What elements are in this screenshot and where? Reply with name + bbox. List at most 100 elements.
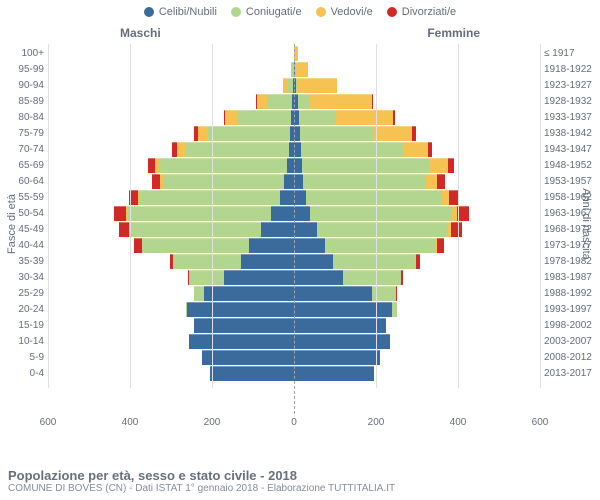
bar-segment <box>194 286 204 301</box>
bar-segment <box>325 238 436 253</box>
birth-tick: 1943-1947 <box>540 145 596 155</box>
legend-dot <box>144 7 154 17</box>
age-tick: 5-9 <box>6 353 48 363</box>
gridline <box>376 44 377 388</box>
population-pyramid: Maschi Femmine Fasce di età Anni di nasc… <box>0 18 600 438</box>
age-tick: 60-64 <box>6 177 48 187</box>
age-tick: 35-39 <box>6 257 48 267</box>
bar-segment <box>210 366 294 381</box>
birth-tick: 1993-1997 <box>540 305 596 315</box>
bar-segment <box>194 318 294 333</box>
x-tick: 600 <box>532 417 549 428</box>
bar-row <box>48 206 294 221</box>
bar-segment <box>261 222 294 237</box>
birth-tick: 1953-1957 <box>540 177 596 187</box>
bar-row <box>48 286 294 301</box>
bar-row <box>48 94 294 109</box>
bar-row <box>48 78 294 93</box>
bar-row <box>48 270 294 285</box>
bar-row <box>48 158 294 173</box>
birth-tick: 1958-1962 <box>540 193 596 203</box>
bar-segment <box>119 222 129 237</box>
bar-segment <box>249 238 294 253</box>
x-tick: 200 <box>204 417 221 428</box>
bar-segment <box>437 174 444 189</box>
bar-segment <box>208 126 290 141</box>
legend-item: Coniugati/e <box>231 6 302 18</box>
bar-segment <box>451 222 462 237</box>
age-tick: 70-74 <box>6 145 48 155</box>
chart-subtitle: COMUNE DI BOVES (CN) - Dati ISTAT 1° gen… <box>8 483 592 494</box>
bar-row <box>48 350 294 365</box>
bar-row <box>48 302 294 317</box>
bar-row <box>48 222 294 237</box>
age-tick: 30-34 <box>6 273 48 283</box>
bar-segment <box>237 110 290 125</box>
bar-segment <box>152 174 159 189</box>
legend-dot <box>387 7 397 17</box>
bar-row <box>48 238 294 253</box>
bar-segment <box>429 158 447 173</box>
bar-segment <box>294 174 303 189</box>
birth-tick: ≤ 1917 <box>540 49 596 59</box>
bar-row <box>48 366 294 381</box>
age-tick: 85-89 <box>6 97 48 107</box>
age-tick: 20-24 <box>6 305 48 315</box>
age-tick: 95-99 <box>6 65 48 75</box>
age-tick: 55-59 <box>6 193 48 203</box>
birth-tick: 1998-2002 <box>540 321 596 331</box>
bar-segment <box>187 302 294 317</box>
age-tick: 0-4 <box>6 369 48 379</box>
bar-segment <box>241 254 294 269</box>
center-axis <box>294 44 295 414</box>
bar-row <box>48 318 294 333</box>
bar-segment <box>173 254 241 269</box>
plot-area: 100+95-9990-9485-8980-8475-7970-7465-696… <box>48 44 540 414</box>
birth-tick: 1968-1972 <box>540 225 596 235</box>
bar-segment <box>142 238 249 253</box>
bar-segment <box>177 142 184 157</box>
bar-segment <box>294 350 380 365</box>
bar-segment <box>128 206 272 221</box>
age-tick: 100+ <box>6 49 48 59</box>
bar-segment <box>437 238 444 253</box>
birth-tick: 1928-1932 <box>540 97 596 107</box>
bar-row <box>294 158 540 173</box>
bar-segment <box>333 254 415 269</box>
birth-tick: 1988-1992 <box>540 289 596 299</box>
bar-segment <box>294 366 374 381</box>
birth-tick: 1978-1982 <box>540 257 596 267</box>
bar-row <box>48 142 294 157</box>
gridline <box>48 44 49 388</box>
gridline <box>540 44 541 388</box>
birth-tick: 1918-1922 <box>540 65 596 75</box>
birth-tick: 1938-1942 <box>540 129 596 139</box>
age-tick: 15-19 <box>6 321 48 331</box>
bar-segment <box>310 206 451 221</box>
legend-item: Vedovi/e <box>316 6 373 18</box>
gridline <box>212 44 213 388</box>
x-tick: 400 <box>122 417 139 428</box>
bar-row <box>294 174 540 189</box>
x-tick: 600 <box>40 417 57 428</box>
bar-segment <box>294 238 325 253</box>
bar-segment <box>114 206 126 221</box>
bar-segment <box>428 142 432 157</box>
bar-row <box>294 270 540 285</box>
bar-row <box>294 190 540 205</box>
birth-tick: 1923-1927 <box>540 81 596 91</box>
bar-row <box>294 318 540 333</box>
age-tick: 25-29 <box>6 289 48 299</box>
bar-segment <box>299 110 336 125</box>
bar-segment <box>301 142 404 157</box>
bar-segment <box>185 142 290 157</box>
bar-segment <box>302 158 429 173</box>
birth-tick: 1963-1967 <box>540 209 596 219</box>
bar-segment <box>294 302 392 317</box>
legend-label: Divorziati/e <box>402 6 456 18</box>
bar-segment <box>310 94 372 109</box>
bar-row <box>294 238 540 253</box>
bar-row <box>294 286 540 301</box>
bar-segment <box>294 190 306 205</box>
legend-label: Coniugati/e <box>246 6 302 18</box>
